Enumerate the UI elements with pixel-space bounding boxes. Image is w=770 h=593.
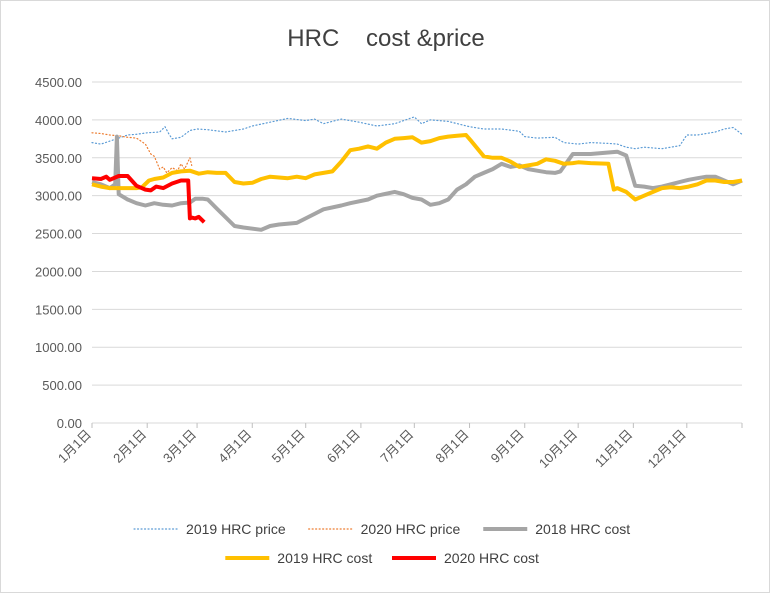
x-tick-label: 10月1日	[536, 427, 580, 471]
legend-label-2019-hrc-price: 2019 HRC price	[186, 521, 286, 537]
y-tick-label: 1000.00	[35, 340, 82, 355]
y-tick-label: 0.00	[57, 416, 82, 431]
chart-title: HRC cost &price	[287, 25, 484, 52]
y-tick-label: 2000.00	[35, 264, 82, 279]
legend-label-2018-hrc-cost: 2018 HRC cost	[535, 521, 630, 537]
x-tick-label: 1月1日	[55, 427, 94, 466]
series-line-2019-hrc-price	[91, 116, 743, 150]
y-axis: 0.00 500.00 1000.00 1500.00 2000.00 2500.00 30…	[35, 75, 82, 431]
x-tick-label: 8月1日	[432, 427, 471, 466]
legend: 2019 HRC price 2020 HRC price 2018 HRC cos…	[133, 521, 630, 566]
series-line-2020-hrc-price	[91, 132, 193, 174]
legend-label-2020-hrc-cost: 2020 HRC cost	[444, 550, 539, 566]
x-tick-label: 3月1日	[160, 427, 199, 466]
y-tick-label: 500.00	[42, 378, 82, 393]
y-tick-label: 2500.00	[35, 227, 82, 242]
y-tick-label: 4000.00	[35, 113, 82, 128]
series-group	[91, 116, 743, 232]
x-tick-label: 9月1日	[488, 427, 527, 466]
y-tick-label: 3500.00	[35, 151, 82, 166]
x-tick-label: 5月1日	[269, 427, 308, 466]
y-tick-label: 1500.00	[35, 302, 82, 317]
x-tick-label: 7月1日	[377, 427, 416, 466]
x-tick-label: 12月1日	[645, 427, 689, 471]
y-tick-label: 4500.00	[35, 75, 82, 90]
x-tick-label: 6月1日	[324, 427, 363, 466]
series-line-2019-hrc-cost	[91, 133, 743, 202]
x-tick-label: 4月1日	[215, 427, 254, 466]
series-line-2018-hrc-cost	[91, 134, 743, 232]
x-axis: 1月1日 2月1日 3月1日 4月1日 5月1日 6月1日 7月1日 8月1日 9月1日 10月1…	[55, 422, 743, 471]
y-tick-label: 3000.00	[35, 189, 82, 204]
legend-label-2019-hrc-cost: 2019 HRC cost	[277, 550, 372, 566]
x-tick-label: 2月1日	[110, 427, 149, 466]
gridlines	[92, 81, 742, 424]
legend-label-2020-hrc-price: 2020 HRC price	[361, 521, 461, 537]
x-tick-label: 11月1日	[592, 427, 636, 471]
series-line-2020-hrc-cost	[91, 174, 206, 224]
